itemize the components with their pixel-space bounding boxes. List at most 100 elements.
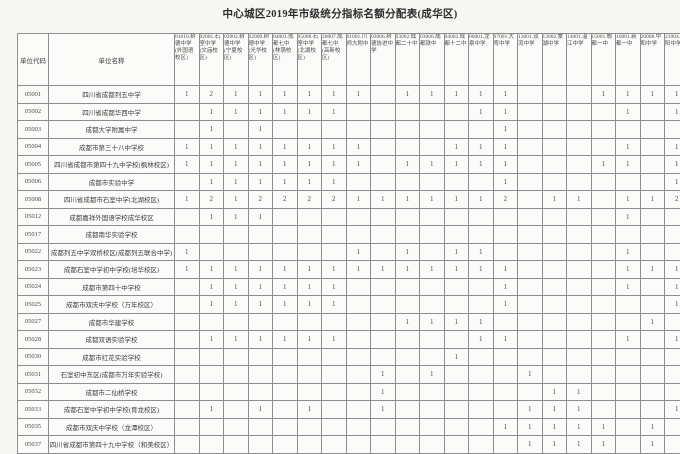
quota-cell [567,121,592,139]
quota-cell: 1 [199,331,224,349]
quota-cell [224,226,249,244]
school-column-header-12: 06001.龙泉中学 [469,34,494,86]
quota-cell: 1 [395,243,420,261]
quota-cell [542,296,567,314]
quota-cell [469,226,494,244]
quota-cell [346,173,371,191]
quota-cell: 1 [199,261,224,279]
quota-cell [248,226,273,244]
quota-cell [567,348,592,366]
quota-cell [567,173,592,191]
quota-cell: 1 [518,436,543,454]
quota-cell [322,226,347,244]
quota-cell: 1 [444,86,469,104]
quota-cell: 1 [224,138,249,156]
quota-cell [273,366,298,384]
quota-cell [199,243,224,261]
quota-cell [591,313,616,331]
quota-cell [444,383,469,401]
quota-cell [640,331,665,349]
quota-cell [199,383,224,401]
quota-cell [542,86,567,104]
quota-cell [371,348,396,366]
quota-cell [297,226,322,244]
school-column-header-13: 07001.大弯中学 [493,34,518,86]
quota-cell: 1 [665,331,680,349]
quota-cell [322,313,347,331]
unit-name-cell: 成都嘉祥外国语学校成华校区 [49,208,175,226]
quota-cell: 1 [444,138,469,156]
quota-cell: 1 [371,191,396,209]
quota-cell [273,208,298,226]
quota-cell: 1 [371,383,396,401]
quota-cell [175,401,200,419]
quota-cell: 1 [469,243,494,261]
quota-cell: 1 [542,401,567,419]
quota-cell [518,348,543,366]
quota-cell [371,138,396,156]
unit-name-cell: 石室初中东区(成都市万年实验学校) [49,366,175,384]
quota-cell [371,243,396,261]
quota-cell [420,103,445,121]
quota-cell: 1 [371,366,396,384]
quota-cell [371,156,396,174]
quota-cell [444,296,469,314]
quota-cell [518,261,543,279]
unit-name-cell: 成都市第四十中学校 [49,278,175,296]
quota-cell [567,208,592,226]
quota-cell [224,401,249,419]
quota-cell: 1 [567,436,592,454]
quota-cell: 1 [420,366,445,384]
quota-cell: 1 [224,261,249,279]
quota-cell [591,383,616,401]
quota-cell: 1 [322,331,347,349]
quota-cell [518,191,543,209]
quota-cell [591,348,616,366]
quota-cell: 1 [542,383,567,401]
quota-cell [322,348,347,366]
quota-cell [420,226,445,244]
unit-name-cell: 成都大学附属中学 [49,121,175,139]
quota-cell: 1 [273,138,298,156]
quota-cell [371,331,396,349]
quota-cell: 1 [665,278,680,296]
quota-cell: 1 [248,156,273,174]
quota-cell: 1 [199,103,224,121]
quota-cell [248,243,273,261]
quota-cell: 1 [420,261,445,279]
quota-cell [273,383,298,401]
quota-cell [542,173,567,191]
unit-code-cell: 05023 [18,261,49,279]
quota-cell [444,103,469,121]
quota-cell [395,103,420,121]
quota-cell [493,366,518,384]
quota-cell: 1 [469,313,494,331]
quota-cell [346,313,371,331]
quota-cell [616,121,641,139]
quota-cell: 1 [175,261,200,279]
quota-cell: 1 [199,296,224,314]
quota-cell [199,418,224,436]
quota-cell [346,226,371,244]
quota-cell: 1 [542,191,567,209]
quota-cell: 1 [346,191,371,209]
quota-cell [591,173,616,191]
quota-cell [224,418,249,436]
quota-cell: 1 [346,86,371,104]
quota-cell [591,208,616,226]
quota-cell [640,121,665,139]
unit-code-cell: 05037 [18,436,49,454]
quota-cell [175,173,200,191]
quota-cell: 1 [346,138,371,156]
quota-cell: 1 [297,138,322,156]
quota-cell: 1 [199,138,224,156]
school-column-header-3: 02009.树德中学(光华校区) [248,34,273,86]
quota-cell: 1 [248,331,273,349]
unit-name-cell: 成都市华建学校 [49,313,175,331]
quota-cell [273,243,298,261]
school-column-header-20: 21004.华阳中学 [665,34,680,86]
quota-cell [665,366,680,384]
quota-cell [199,226,224,244]
